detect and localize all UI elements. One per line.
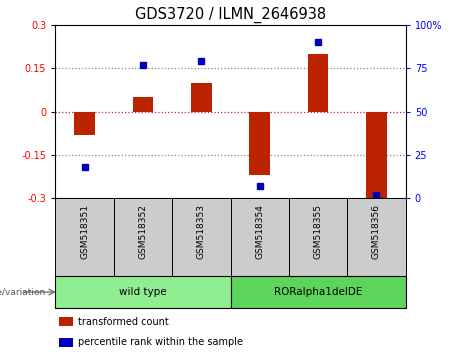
Text: RORalpha1delDE: RORalpha1delDE bbox=[274, 287, 362, 297]
Bar bbox=[172, 198, 230, 276]
Bar bbox=[191, 82, 212, 112]
Text: GSM518353: GSM518353 bbox=[197, 205, 206, 259]
Bar bbox=[59, 338, 73, 347]
Bar bbox=[289, 198, 347, 276]
Title: GDS3720 / ILMN_2646938: GDS3720 / ILMN_2646938 bbox=[135, 7, 326, 23]
Bar bbox=[230, 276, 406, 308]
Bar bbox=[249, 112, 270, 175]
Bar bbox=[114, 198, 172, 276]
Bar bbox=[55, 198, 114, 276]
Text: GSM518351: GSM518351 bbox=[80, 205, 89, 259]
Bar bbox=[366, 112, 387, 198]
Text: transformed count: transformed count bbox=[78, 317, 169, 327]
Bar bbox=[347, 198, 406, 276]
Text: percentile rank within the sample: percentile rank within the sample bbox=[78, 337, 243, 348]
Text: GSM518352: GSM518352 bbox=[138, 205, 148, 259]
Bar bbox=[59, 317, 73, 326]
Bar bbox=[133, 97, 153, 112]
Text: GSM518356: GSM518356 bbox=[372, 205, 381, 259]
Bar bbox=[308, 54, 328, 112]
Text: genotype/variation: genotype/variation bbox=[0, 287, 46, 297]
Bar bbox=[74, 112, 95, 135]
Bar bbox=[230, 198, 289, 276]
Text: wild type: wild type bbox=[119, 287, 167, 297]
Text: GSM518354: GSM518354 bbox=[255, 205, 264, 259]
Text: GSM518355: GSM518355 bbox=[313, 205, 323, 259]
Bar bbox=[55, 276, 230, 308]
